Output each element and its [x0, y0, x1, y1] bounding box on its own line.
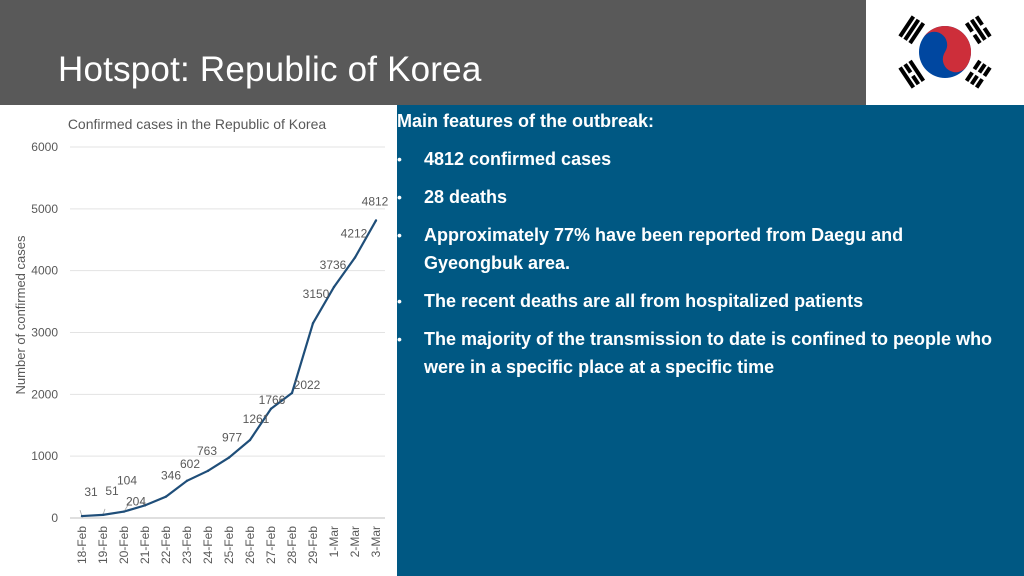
bullet-icon: • [397, 151, 402, 167]
data-point [374, 219, 378, 222]
feature-text: Approximately 77% have been reported fro… [424, 225, 904, 273]
bullet-icon: • [397, 293, 402, 309]
data-label: 4212 [341, 227, 368, 241]
bullet-icon: • [397, 189, 402, 205]
x-tick-label: 24-Feb [201, 526, 215, 564]
data-label: 1261 [243, 412, 270, 426]
y-axis-title: Number of confirmed cases [13, 235, 28, 394]
x-tick-label: 28-Feb [285, 526, 299, 564]
x-tick-label: 22-Feb [159, 526, 173, 564]
page-title: Hotspot: Republic of Korea [58, 50, 482, 89]
x-tick-label: 18-Feb [75, 526, 89, 564]
x-tick-label: 1-Mar [327, 526, 341, 557]
x-tick-label: 29-Feb [306, 526, 320, 564]
y-tick-label: 2000 [31, 387, 58, 401]
data-point [290, 391, 294, 395]
feature-item: • Approximately 77% have been reported fr… [397, 221, 997, 277]
features-list: • 4812 confirmed cases • 28 deaths • Approx… [397, 145, 997, 391]
x-tick-label: 25-Feb [222, 526, 236, 564]
x-tick-label: 2-Mar [348, 526, 362, 557]
features-heading: Main features of the outbreak: [397, 111, 655, 131]
feature-item: • 28 deaths [397, 183, 997, 211]
data-label: 3150 [303, 287, 330, 301]
x-tick-label: 27-Feb [264, 526, 278, 564]
data-point [332, 285, 336, 289]
y-tick-labels: 0 1000 2000 3000 4000 5000 6000 [31, 140, 58, 525]
data-label: 1766 [259, 393, 286, 407]
chart-title: Confirmed cases in the Republic of Korea [68, 116, 327, 132]
data-point [206, 469, 210, 473]
data-point [248, 438, 252, 442]
data-point [311, 322, 315, 325]
y-tick-label: 0 [51, 511, 58, 525]
data-label: 2022 [294, 378, 321, 392]
flag-panel [866, 0, 1024, 105]
leader-line [123, 498, 133, 512]
south-korea-flag-icon [898, 15, 992, 89]
y-tick-label: 5000 [31, 202, 58, 216]
data-point [185, 479, 189, 482]
data-label: 602 [180, 457, 200, 471]
data-point [269, 407, 273, 411]
data-point [227, 456, 231, 459]
data-label: 346 [161, 469, 181, 483]
data-label: 204 [126, 494, 146, 508]
x-tick-label: 19-Feb [96, 526, 110, 564]
data-label: 977 [222, 431, 242, 445]
data-point [122, 510, 126, 513]
data-label: 51 [105, 484, 119, 498]
y-tick-label: 6000 [31, 140, 58, 154]
y-tick-label: 3000 [31, 326, 58, 340]
data-label: 4812 [362, 194, 389, 208]
feature-item: • The recent deaths are all from hospital… [397, 287, 997, 315]
bullet-icon: • [397, 331, 402, 347]
data-point [80, 514, 84, 518]
feature-item: • The majority of the transmission to dat… [397, 325, 997, 381]
feature-text: The recent deaths are all from hospitali… [424, 291, 864, 311]
title-bar: Hotspot: Republic of Korea [0, 0, 866, 105]
cases-line-chart: Confirmed cases in the Republic of Korea… [13, 116, 389, 564]
x-tick-labels: 18-Feb 19-Feb 20-Feb 21-Feb 22-Feb 23-Feb 24-F… [75, 526, 383, 564]
feature-item: • 4812 confirmed cases [397, 145, 997, 173]
x-tick-label: 21-Feb [138, 526, 152, 564]
data-label: 31 [84, 485, 98, 499]
data-point [143, 504, 147, 507]
feature-text: 28 deaths [424, 187, 508, 207]
feature-text: The majority of the transmission to date… [424, 329, 993, 377]
data-label: 763 [197, 444, 217, 458]
chart-panel [0, 105, 397, 576]
x-tick-label: 20-Feb [117, 526, 131, 564]
x-tick-label: 26-Feb [243, 526, 257, 564]
y-tick-label: 4000 [31, 264, 58, 278]
y-tick-label: 1000 [31, 449, 58, 463]
data-point [164, 495, 168, 498]
data-points [80, 219, 378, 518]
data-label: 104 [117, 474, 137, 488]
feature-text: 4812 confirmed cases [424, 149, 612, 169]
data-point [101, 513, 105, 517]
x-tick-label: 3-Mar [369, 526, 383, 557]
gridlines [70, 146, 385, 519]
x-tick-label: 23-Feb [180, 526, 194, 564]
bullet-icon: • [397, 227, 402, 243]
data-label: 3736 [320, 258, 347, 272]
outbreak-features-panel: Main features of the outbreak: • 4812 con… [397, 105, 1024, 576]
data-point [353, 256, 357, 259]
